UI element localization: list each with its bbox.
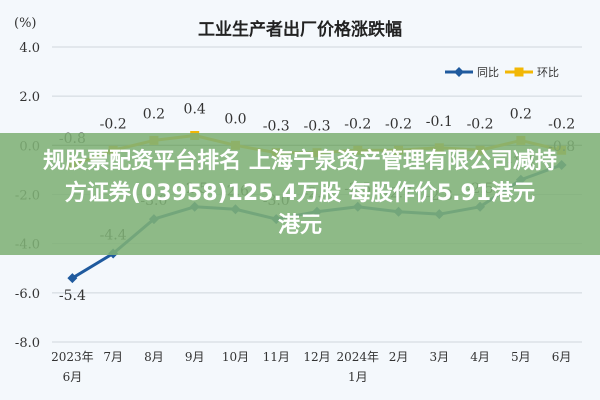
x-tick-label: 6月: [552, 350, 572, 364]
data-label: -0.2: [385, 116, 412, 132]
x-tick-label: 5月: [511, 350, 531, 364]
y-axis-unit-label: (%): [14, 16, 37, 31]
x-tick-label: 3月: [429, 350, 449, 364]
data-label: 0.4: [184, 102, 206, 118]
y-tick-label: 2.0: [19, 90, 40, 105]
x-tick-label: 11月: [263, 350, 290, 364]
x-tick-label: 9月: [185, 350, 205, 364]
legend-label: 环比: [537, 66, 559, 79]
legend: 同比 环比: [445, 66, 559, 79]
y-tick-label: -6.0: [15, 287, 40, 302]
data-label: -5.4: [59, 288, 86, 304]
x-tick-label: 10月: [222, 350, 249, 364]
data-label: -0.1: [426, 114, 453, 130]
data-label: -0.3: [263, 119, 290, 135]
x-tick-label: 7月: [103, 350, 123, 364]
x-tick-label: 12月: [303, 350, 330, 364]
data-point: [67, 273, 78, 284]
data-label: 0.0: [224, 111, 246, 127]
data-label: -0.2: [344, 116, 371, 132]
y-tick-label: 4.0: [19, 41, 40, 56]
y-tick-label: -8.0: [15, 336, 40, 351]
legend-swatch-marker: [514, 67, 524, 77]
overlay-text-line-3: 港元: [277, 213, 322, 238]
data-label: -0.3: [304, 119, 331, 135]
data-label: 0.2: [510, 106, 532, 122]
data-label: -0.2: [467, 116, 494, 132]
x-tick-label: 2024年 1月: [336, 350, 379, 384]
overlay-banner: 规股票配资平台排名 上海宁泉资产管理有限公司减持 方证券(03958)125.4…: [0, 133, 600, 255]
x-tick-label: 2月: [389, 350, 409, 364]
x-tick-label: 8月: [144, 350, 164, 364]
overlay-text-line-2: 方证券(03958)125.4万股 每股作价5.91港元: [64, 181, 536, 206]
chart-title: 工业生产者出厂价格涨跌幅: [198, 19, 402, 40]
legend-label: 同比: [477, 66, 499, 79]
data-label: 0.2: [143, 106, 165, 122]
x-tick-label: 2023年 6月: [51, 350, 94, 384]
x-tick-label: 4月: [470, 350, 490, 364]
overlay-text-line-1: 规股票配资平台排名 上海宁泉资产管理有限公司减持: [43, 149, 557, 174]
data-label: -0.2: [100, 116, 127, 132]
legend-swatch-marker: [454, 67, 464, 77]
x-axis-ticks: 2023年 6月 7月 8月 9月 10月 11月 12月 2024年 1月 2月 3月 4月 5月 6月: [51, 350, 571, 384]
data-label: -0.2: [548, 116, 575, 132]
